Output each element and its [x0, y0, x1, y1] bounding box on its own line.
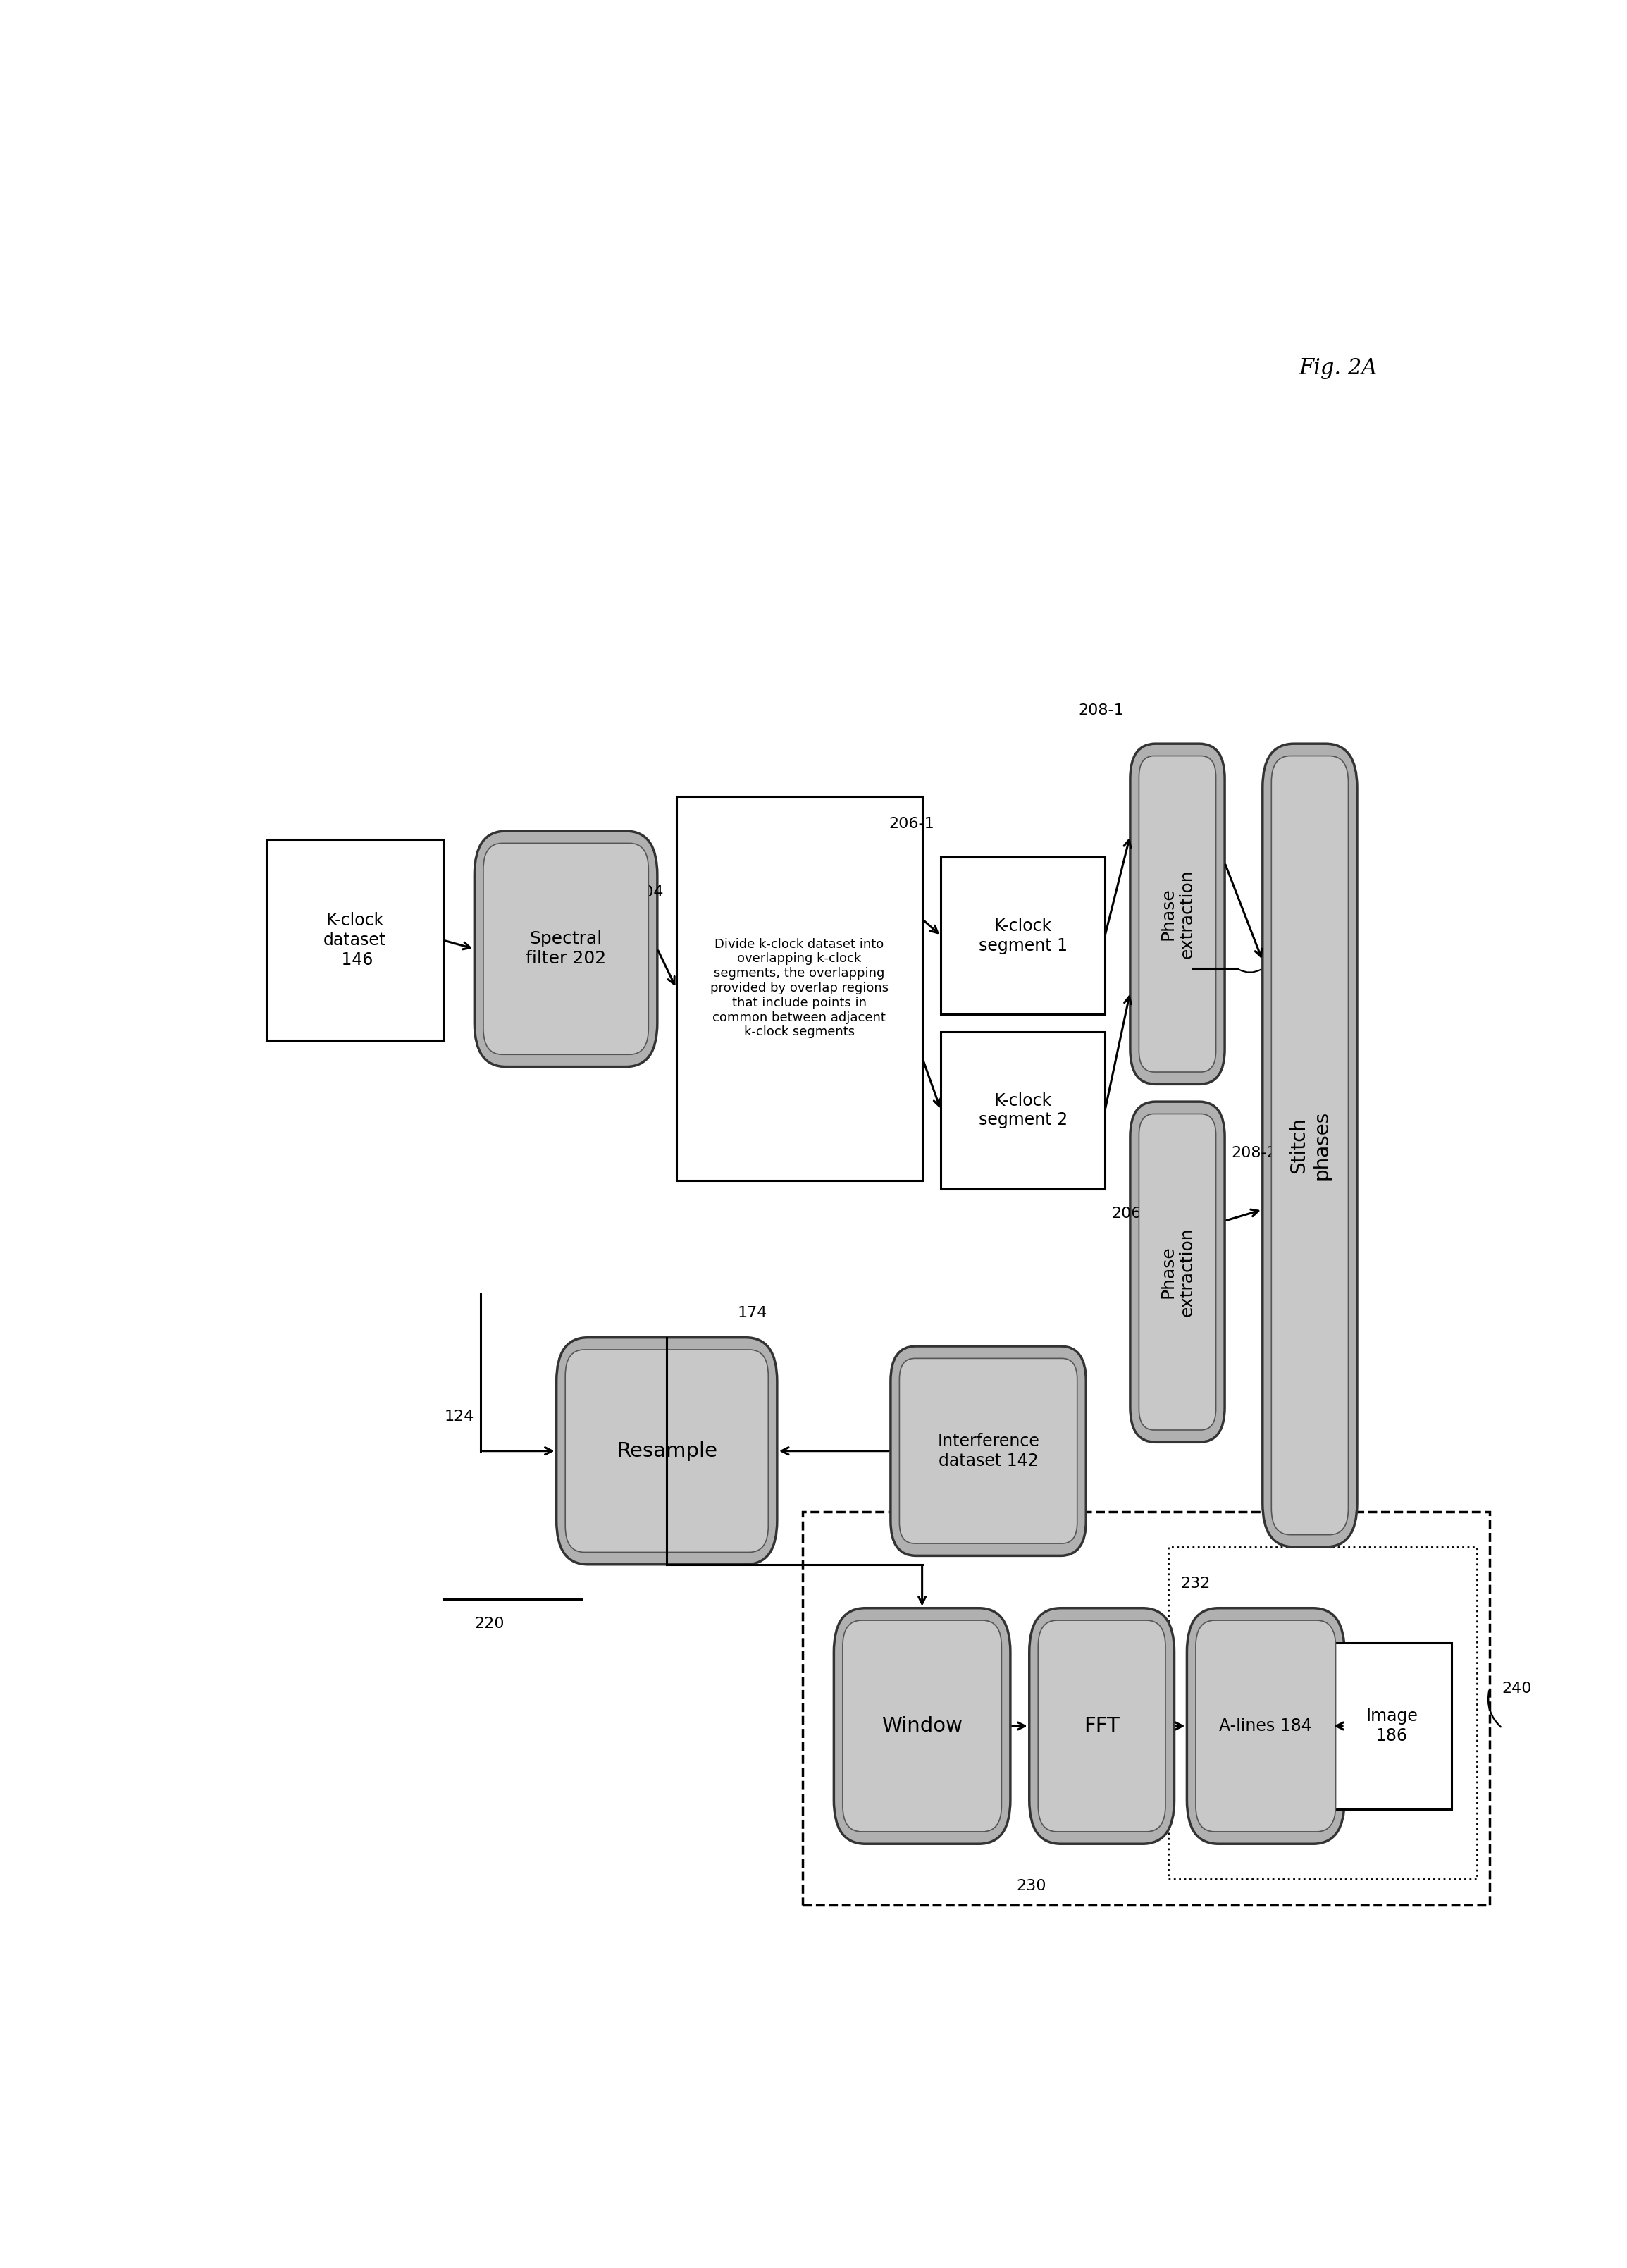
Text: Window: Window	[882, 1717, 963, 1735]
Text: Spectral
filter 202: Spectral filter 202	[526, 930, 607, 966]
Text: 208-2: 208-2	[1232, 1145, 1277, 1159]
Text: 208-1: 208-1	[1079, 703, 1124, 717]
FancyBboxPatch shape	[1131, 1102, 1225, 1442]
FancyBboxPatch shape	[556, 1338, 778, 1565]
Text: Phase
extraction: Phase extraction	[1158, 869, 1196, 959]
Text: Image
186: Image 186	[1365, 1708, 1417, 1744]
FancyBboxPatch shape	[1139, 1114, 1215, 1431]
FancyBboxPatch shape	[1196, 1619, 1336, 1833]
FancyBboxPatch shape	[475, 830, 657, 1066]
FancyBboxPatch shape	[843, 1619, 1002, 1833]
Text: 124: 124	[444, 1411, 475, 1424]
Bar	[267, 839, 443, 1041]
FancyBboxPatch shape	[1139, 755, 1215, 1073]
Text: K-clock
segment 2: K-clock segment 2	[978, 1093, 1067, 1129]
FancyBboxPatch shape	[1271, 755, 1349, 1535]
Text: 240: 240	[1502, 1683, 1533, 1696]
Text: 206-2: 206-2	[1111, 1207, 1157, 1220]
Text: K-clock
dataset
 146: K-clock dataset 146	[324, 912, 386, 968]
Bar	[802, 1513, 1489, 1905]
Text: 206-1: 206-1	[888, 816, 934, 830]
Text: FFT: FFT	[1084, 1717, 1119, 1735]
Bar	[677, 796, 923, 1179]
Text: 220: 220	[475, 1617, 504, 1631]
FancyBboxPatch shape	[900, 1359, 1077, 1545]
Text: Interference
dataset 142: Interference dataset 142	[937, 1433, 1040, 1470]
Bar	[940, 857, 1105, 1014]
Text: Phase
extraction: Phase extraction	[1158, 1227, 1196, 1315]
FancyBboxPatch shape	[890, 1347, 1087, 1556]
FancyBboxPatch shape	[483, 844, 649, 1055]
FancyBboxPatch shape	[1030, 1608, 1175, 1844]
Text: Divide k-clock dataset into
overlapping k-clock
segments, the overlapping
provid: Divide k-clock dataset into overlapping …	[709, 939, 888, 1039]
Text: K-clock
segment 1: K-clock segment 1	[978, 919, 1067, 955]
Bar	[1333, 1642, 1451, 1810]
Text: Fig. 2A: Fig. 2A	[1298, 358, 1378, 379]
FancyBboxPatch shape	[565, 1349, 768, 1551]
FancyBboxPatch shape	[833, 1608, 1010, 1844]
Text: 230: 230	[1017, 1878, 1046, 1894]
Text: 210: 210	[1149, 959, 1181, 978]
Text: 232: 232	[1181, 1576, 1210, 1590]
Bar	[940, 1032, 1105, 1188]
Text: 174: 174	[737, 1306, 768, 1320]
Bar	[1168, 1547, 1477, 1878]
Text: Resample: Resample	[617, 1440, 718, 1461]
Text: 204: 204	[633, 885, 664, 898]
Text: A-lines 184: A-lines 184	[1219, 1717, 1311, 1735]
FancyBboxPatch shape	[1131, 744, 1225, 1084]
FancyBboxPatch shape	[1263, 744, 1357, 1547]
FancyBboxPatch shape	[1038, 1619, 1165, 1833]
Text: Stitch
phases: Stitch phases	[1289, 1111, 1331, 1179]
FancyBboxPatch shape	[1188, 1608, 1344, 1844]
